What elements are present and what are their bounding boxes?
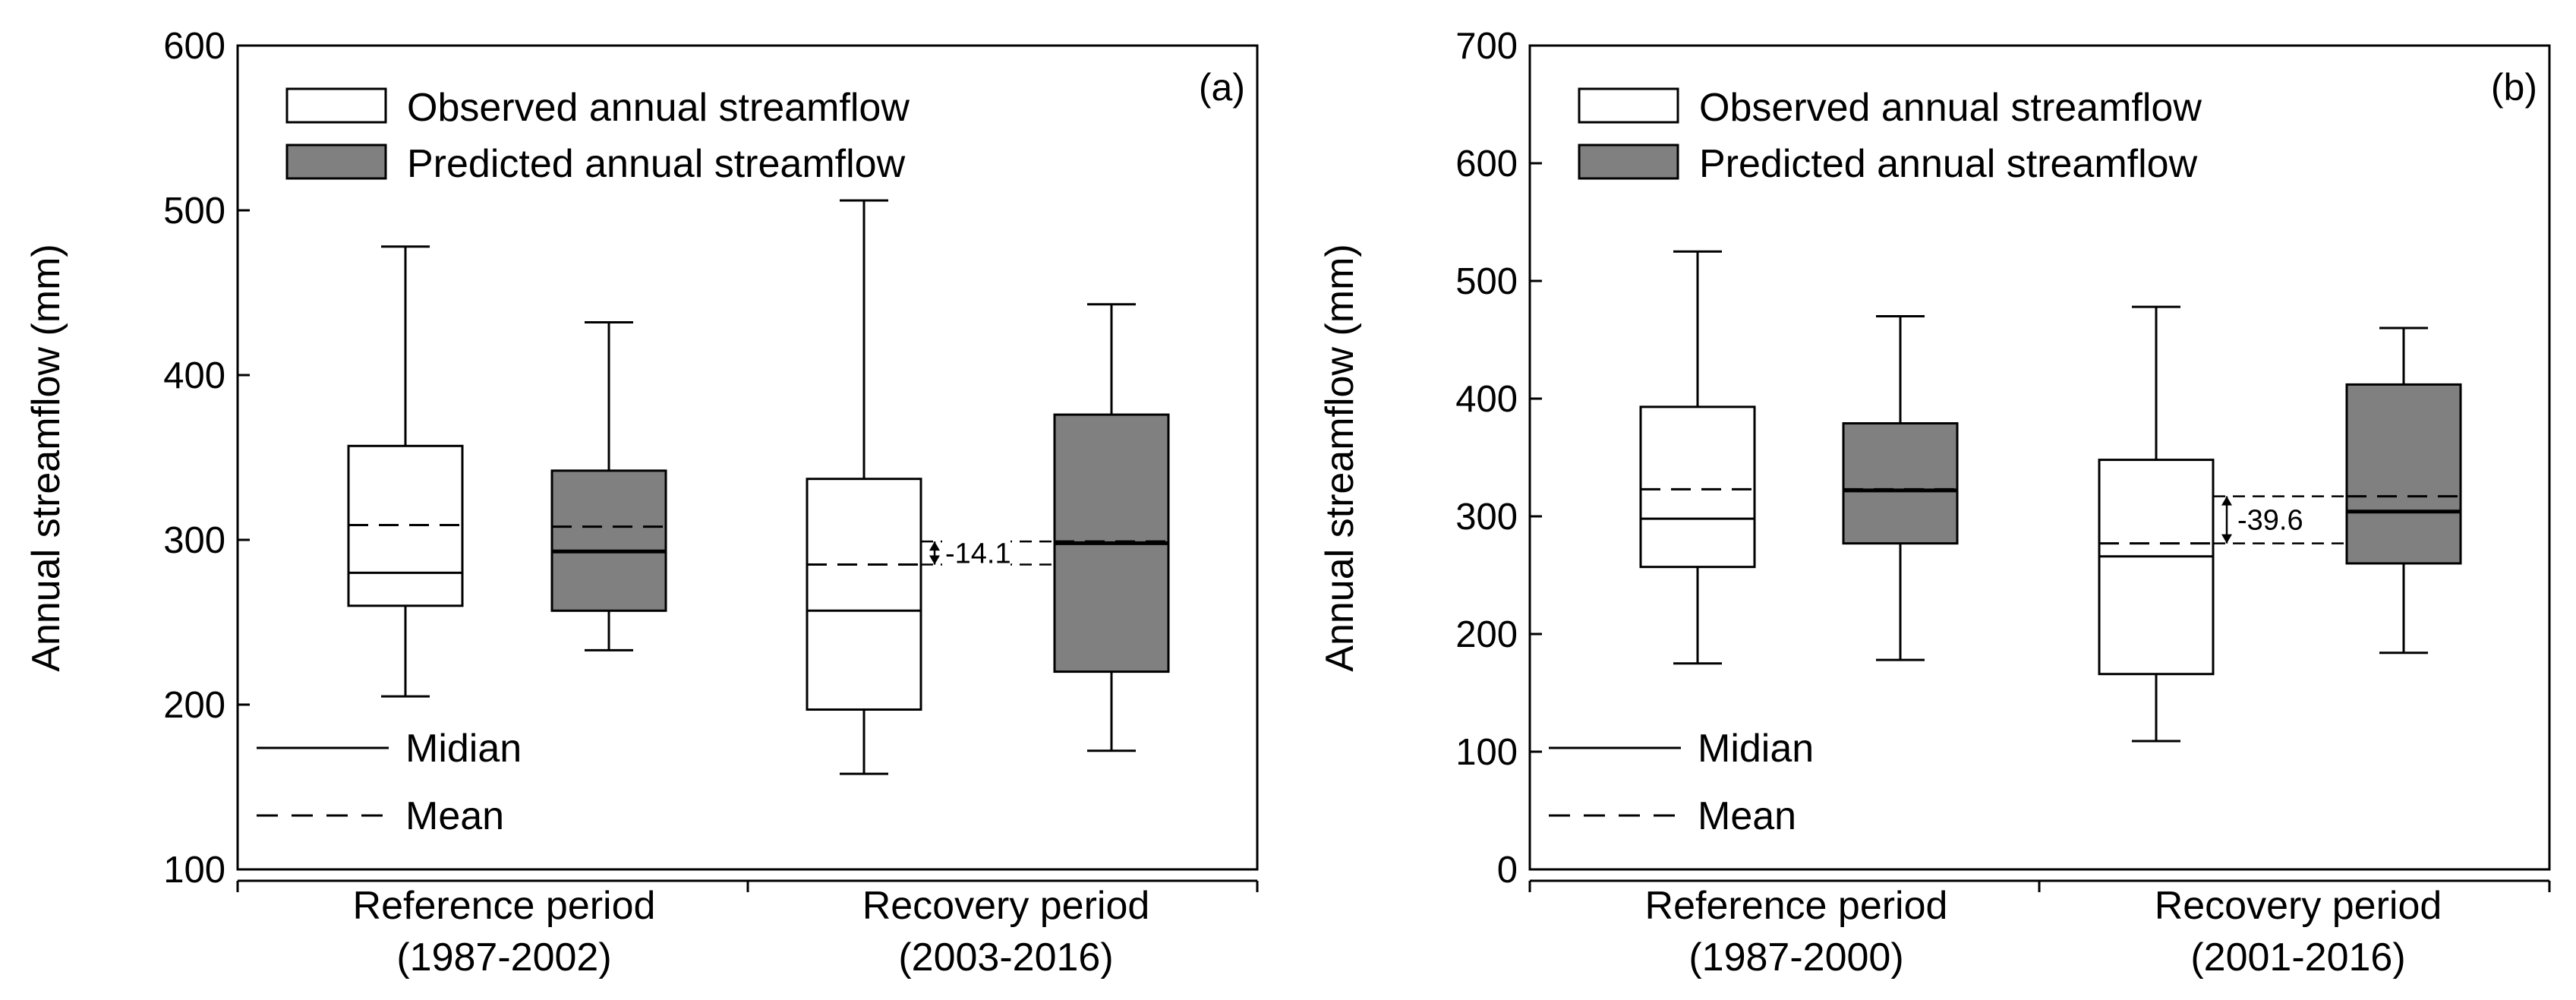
legend-mean-label: Mean [405, 794, 504, 838]
legend-swatch-predicted [285, 144, 387, 180]
x-category-sublabel: (2003-2016) [898, 935, 1113, 979]
y-tick-label: 400 [1455, 379, 1518, 420]
panel-b: (b) Annual streamflow (mm) 0 100 200 300 400… [1318, 26, 2551, 979]
difference-label: -39.6 [2237, 505, 2303, 537]
box-iqr [2098, 459, 2215, 676]
box-iqr [806, 478, 922, 711]
y-tick-label: 200 [163, 685, 225, 726]
difference-arrowhead-down [929, 555, 940, 565]
box-iqr [1842, 422, 1959, 545]
x-category-label: Reference period [353, 884, 656, 928]
y-tick-label: 600 [1455, 144, 1518, 185]
x-category-label: Recovery period [2155, 884, 2442, 928]
legend-observed-label: Observed annual streamflow [1699, 86, 2202, 130]
y-tick-label: 400 [163, 355, 225, 396]
y-axis-title: Annual streamflow (mm) [24, 244, 68, 671]
x-category-sublabel: (1987-2002) [396, 935, 611, 979]
legend-mean-label: Mean [1698, 794, 1796, 838]
legend-median-label: Midian [1698, 727, 1814, 771]
panel-a: (a) Annual streamflow (mm) 100 200 300 400 5… [24, 26, 1259, 979]
difference-arrowhead-down [2221, 534, 2232, 544]
legend-predicted-label: Predicted annual streamflow [1699, 142, 2198, 186]
y-tick-label: 500 [1455, 261, 1518, 302]
legend-predicted-label: Predicted annual streamflow [407, 142, 906, 186]
difference-arrowhead-up [2221, 496, 2232, 506]
difference-label: -14.1 [945, 538, 1011, 569]
box-iqr [2345, 383, 2462, 565]
box-plots: -39.6 [1639, 250, 2462, 743]
y-tick-label: 100 [1455, 732, 1518, 773]
difference-label-bg [2234, 503, 2303, 534]
y-tick-label: 300 [1455, 497, 1518, 538]
y-axis-ticks: 100 200 300 400 500 600 [163, 26, 250, 891]
y-tick-label: 100 [163, 850, 225, 891]
box-plots: -14.1 [347, 199, 1170, 775]
panel-label: (a) [1199, 66, 1245, 109]
difference-label-bg [942, 536, 1011, 567]
y-axis-title: Annual streamflow (mm) [1318, 244, 1362, 671]
legend-swatch-predicted [1578, 144, 1679, 180]
panel-label: (b) [2491, 66, 2537, 109]
y-tick-label: 300 [163, 520, 225, 561]
x-category-sublabel: (1987-2000) [1688, 935, 1903, 979]
legend-observed-label: Observed annual streamflow [407, 86, 910, 130]
x-category-label: Recovery period [862, 884, 1150, 928]
box-iqr [550, 469, 667, 612]
y-axis-ticks: 0 100 200 300 400 500 600 700 [1455, 26, 1542, 891]
x-category-sublabel: (2001-2016) [2190, 935, 2405, 979]
x-category-label: Reference period [1645, 884, 1948, 928]
plot-frame [1528, 44, 2551, 871]
y-tick-label: 600 [163, 26, 225, 67]
y-tick-label: 200 [1455, 614, 1518, 655]
y-tick-label: 700 [1455, 26, 1518, 67]
legend-swatch-observed [1578, 87, 1679, 124]
difference-arrowhead-up [929, 541, 940, 551]
y-tick-label: 0 [1497, 850, 1518, 891]
box-iqr [1639, 405, 1756, 569]
plot-frame [236, 44, 1259, 871]
y-tick-label: 500 [163, 191, 225, 232]
legend-median-label: Midian [405, 727, 522, 771]
legend-swatch-observed [285, 87, 387, 124]
